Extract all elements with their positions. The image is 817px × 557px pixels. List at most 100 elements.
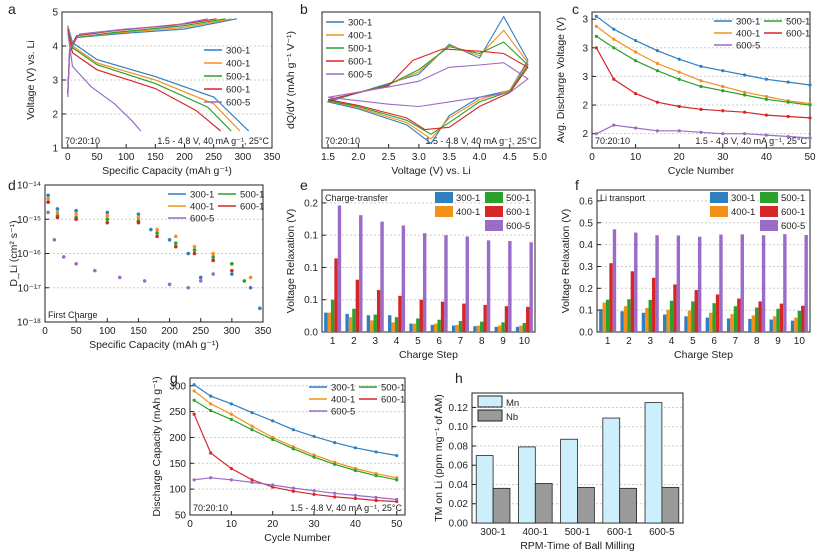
x-tick-label: 10 <box>794 336 806 347</box>
bar <box>709 312 713 332</box>
y-tick-label: 3 <box>582 15 588 26</box>
y-tick-label: 3 <box>582 43 588 54</box>
data-point <box>209 451 213 455</box>
panel-letter: a <box>8 1 16 17</box>
data-point <box>655 100 660 104</box>
legend-label: 600-5 <box>190 214 214 225</box>
bar <box>627 299 631 332</box>
data-point <box>248 285 253 290</box>
y-axis-label: D_Li (cm² s⁻¹) <box>8 220 20 286</box>
bar <box>730 314 734 332</box>
data-point <box>743 73 747 77</box>
data-point <box>808 103 812 107</box>
bar <box>508 240 512 332</box>
bar <box>761 235 766 332</box>
panel-e: e 0.0 0.1 0.1 0.1 0.2 Charge Step Voltage Relax… <box>285 177 536 361</box>
plot-frame <box>591 11 811 149</box>
legend-swatch <box>435 192 453 203</box>
y-tick-label: 2 <box>582 101 588 112</box>
y-axis-label: Voltage (V) vs. Li <box>25 40 37 119</box>
bar <box>641 312 646 332</box>
data-point <box>209 408 213 413</box>
data-point <box>764 94 769 99</box>
legend-label: 300-1 <box>456 193 480 204</box>
x-tick-label: 50 <box>91 152 103 163</box>
bar <box>712 303 716 332</box>
annotation: 70:20:10 <box>325 136 360 146</box>
legend-label: 500-1 <box>226 72 250 83</box>
y-tick-label: 10⁻¹⁵ <box>17 215 41 226</box>
data-point <box>192 251 197 256</box>
data-point <box>743 90 747 94</box>
legend-label: 400-1 <box>331 395 355 406</box>
series-line <box>596 25 811 105</box>
bar <box>345 313 349 332</box>
bar <box>676 235 681 332</box>
x-tick-label: 300 <box>224 326 241 337</box>
data-point <box>634 59 638 63</box>
legend: 300-1 400-1 500-1 600-1 600-5 <box>435 192 530 232</box>
bar <box>609 263 613 332</box>
x-tick-label: 10 <box>519 336 531 347</box>
data-point <box>374 495 378 500</box>
x-tick-label: 20 <box>267 519 279 530</box>
data-point <box>743 110 747 114</box>
y-axis-label: TM on Li (ppm mg⁻¹ of AM) <box>433 394 445 522</box>
x-tick-label: 50 <box>804 152 816 163</box>
bar <box>409 323 413 332</box>
legend-swatch <box>710 192 728 203</box>
data-point <box>230 272 234 276</box>
annotation: 1.5 - 4.8 V, 40 mA g⁻¹, 25°C <box>695 136 807 146</box>
x-tick-label: 2 <box>626 336 632 347</box>
data-point <box>155 231 159 235</box>
bar <box>475 455 494 524</box>
data-point <box>353 446 357 450</box>
bar <box>783 234 787 332</box>
data-point <box>808 83 812 87</box>
panel-b: b 1.5 2.0 2.5 3.0 3.5 4.0 4.5 5.0 Voltage (V) vs.… <box>285 1 547 177</box>
data-point <box>74 212 78 216</box>
legend-label: 400-1 <box>731 207 755 218</box>
bar <box>751 315 756 332</box>
bar <box>330 299 335 332</box>
legend-label: 500-1 <box>240 190 264 201</box>
bar <box>444 235 448 332</box>
data-point <box>612 46 616 50</box>
bar <box>451 325 456 332</box>
data-point <box>699 64 703 68</box>
bar <box>486 240 491 332</box>
bar <box>455 324 459 332</box>
bar <box>684 316 688 332</box>
x-tick-label: 4.0 <box>472 152 486 163</box>
bar <box>419 299 423 332</box>
data-point <box>192 389 196 393</box>
data-point <box>209 394 213 398</box>
data-point <box>677 70 681 74</box>
legend-label: 600-1 <box>226 85 250 96</box>
data-point <box>271 437 275 442</box>
bar <box>529 242 533 332</box>
y-tick-label: 10⁻¹⁶ <box>17 249 41 260</box>
bar <box>634 232 638 332</box>
bar <box>373 314 377 332</box>
bar <box>401 225 406 332</box>
x-tick-label: 3.0 <box>412 152 426 163</box>
bar <box>669 300 674 332</box>
series-line-discharge <box>67 28 222 132</box>
data-point <box>721 84 725 89</box>
bar <box>324 312 328 332</box>
data-point <box>55 207 60 211</box>
data-point <box>721 69 725 73</box>
y-axis-label: Voltage Relaxation (V) <box>560 209 572 313</box>
data-point <box>105 210 110 215</box>
bar <box>376 290 381 332</box>
data-point <box>655 49 660 53</box>
data-point <box>699 107 703 111</box>
bar <box>518 446 536 524</box>
bar <box>416 318 420 332</box>
data-point <box>612 27 616 31</box>
legend-label: 400-1 <box>456 207 480 218</box>
bar <box>422 233 427 332</box>
x-axis-label: RPM-Time of Ball Milling <box>520 540 635 552</box>
data-point <box>230 261 234 266</box>
